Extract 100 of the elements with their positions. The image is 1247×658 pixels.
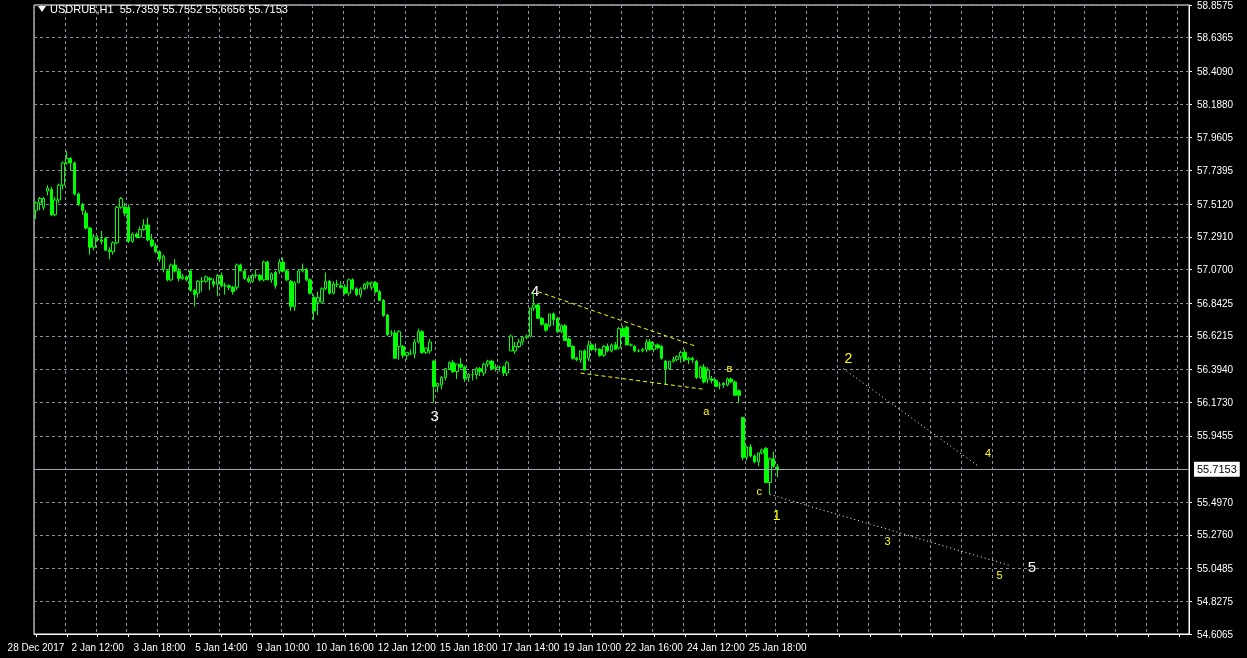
y-tick-label: 57.2910	[1197, 231, 1234, 243]
x-tick-label: 25 Jan 18:00	[748, 641, 807, 653]
y-tick-label: 58.4090	[1197, 65, 1234, 77]
candlestick	[169, 263, 173, 282]
annotation: 2	[844, 349, 853, 366]
candlestick	[652, 341, 656, 353]
x-tick-label: 19 Jan 10:00	[563, 641, 622, 653]
y-tick-label: 54.8275	[1197, 595, 1234, 607]
candlestick	[166, 268, 169, 282]
candlestick	[289, 279, 293, 312]
x-tick-label: 9 Jan 10:00	[257, 641, 310, 653]
x-tick-label: 10 Jan 16:00	[316, 641, 375, 653]
candlestick	[490, 359, 494, 371]
candlestick	[494, 363, 497, 373]
candlestick	[757, 452, 760, 467]
candlestick	[243, 268, 246, 281]
chart-title: USDRUB,H1 55.7359 55.7552 55.6656 55.7153	[50, 3, 288, 15]
candlestick	[420, 329, 424, 355]
annotation: в	[726, 361, 733, 374]
annotation: 5	[1027, 557, 1037, 575]
x-tick-label: 22 Jan 16:00	[625, 641, 684, 653]
candlestick	[645, 338, 648, 353]
candlestick	[617, 326, 621, 350]
candlestick	[42, 196, 45, 211]
candlestick	[370, 280, 374, 291]
candlestick	[702, 363, 706, 384]
candlestick	[509, 334, 513, 352]
y-tick-label: 55.2760	[1197, 529, 1234, 541]
candlestick	[432, 359, 436, 404]
candlestick	[602, 344, 606, 358]
annotation: 4	[984, 447, 992, 460]
annotation: 5	[996, 569, 1003, 582]
y-tick-label: 56.8425	[1197, 297, 1234, 309]
x-tick-label: 28 Dec 2017	[7, 641, 65, 653]
candlestick	[521, 335, 524, 346]
candlestick	[274, 270, 277, 290]
candlestick	[683, 348, 687, 362]
candlestick	[316, 291, 320, 316]
annotation: 3	[884, 535, 891, 548]
x-tick-label: 17 Jan 14:00	[501, 641, 560, 653]
y-tick-label: 54.6065	[1197, 628, 1234, 640]
annotation: 3	[430, 407, 439, 425]
candlestick	[428, 338, 432, 355]
candlestick	[648, 338, 652, 352]
candlestick	[660, 344, 663, 361]
candlestick	[664, 359, 667, 386]
candlestick	[208, 276, 212, 291]
candlestick	[706, 366, 710, 384]
candlestick	[216, 273, 219, 297]
candlestick	[475, 366, 478, 380]
candlestick	[397, 329, 401, 361]
y-tick-label: 58.6365	[1197, 32, 1234, 44]
candlestick	[502, 365, 505, 377]
y-tick-label: 55.9455	[1197, 430, 1234, 442]
y-tick-label: 55.4970	[1197, 496, 1234, 508]
ref-line-label: 55.7153	[1197, 463, 1237, 476]
candlestick	[722, 381, 725, 389]
candlestick	[251, 273, 254, 284]
candlestick	[262, 260, 266, 282]
x-tick-label: 24 Jan 12:00	[686, 641, 746, 653]
annotation: a	[703, 404, 711, 417]
candlestick	[726, 377, 729, 387]
candlestick	[741, 416, 745, 461]
candlestick	[478, 366, 482, 377]
x-tick-label: 12 Jan 12:00	[377, 641, 437, 653]
annotation: 1	[772, 507, 781, 524]
candlestick	[505, 360, 509, 377]
candlestick	[393, 329, 397, 359]
candlestick	[127, 203, 130, 244]
y-tick-label: 57.0700	[1197, 263, 1234, 275]
annotation: 4	[531, 281, 540, 299]
candlestick	[235, 263, 239, 291]
candlestick	[625, 325, 629, 346]
candlestick	[714, 378, 718, 387]
candlestick	[548, 313, 551, 328]
x-tick-label: 2 Jan 12:00	[71, 641, 125, 653]
y-tick-label: 56.1730	[1197, 396, 1234, 408]
y-tick-label: 58.1880	[1197, 98, 1234, 110]
candlestick	[366, 280, 370, 290]
candlestick	[162, 254, 165, 273]
y-tick-label: 56.6215	[1197, 330, 1234, 342]
y-tick-label: 57.9605	[1197, 132, 1234, 144]
candlestick	[610, 342, 613, 353]
annotation: c	[756, 485, 763, 498]
candlestick	[633, 344, 636, 353]
y-tick-label: 57.5120	[1197, 198, 1234, 210]
candlestick	[606, 342, 609, 353]
candlestick	[332, 280, 335, 296]
y-tick-label: 56.3940	[1197, 364, 1234, 376]
candlestick	[278, 258, 281, 275]
candlestick	[482, 362, 486, 377]
candlestick	[227, 283, 231, 291]
y-tick-label: 58.8575	[1197, 0, 1234, 11]
x-tick-label: 15 Jan 18:00	[439, 641, 498, 653]
candlestick	[50, 186, 53, 217]
candlestick	[266, 260, 269, 281]
candlestick	[598, 347, 602, 358]
candlestick	[695, 359, 698, 380]
candlestick	[34, 200, 38, 220]
candlestick	[556, 316, 559, 334]
